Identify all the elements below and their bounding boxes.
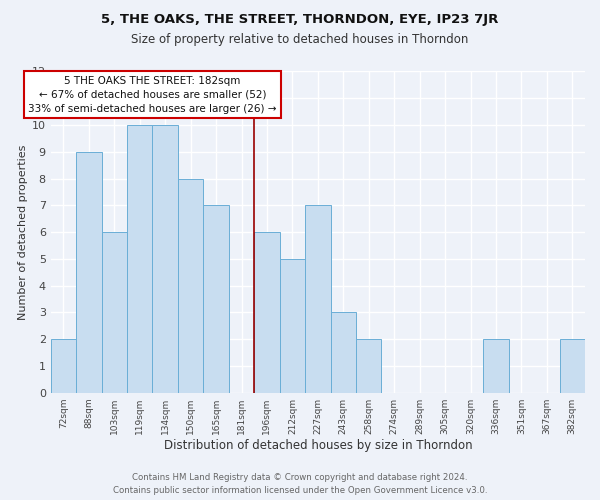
Text: Contains HM Land Registry data © Crown copyright and database right 2024.
Contai: Contains HM Land Registry data © Crown c… bbox=[113, 474, 487, 495]
Bar bbox=[356, 339, 382, 392]
Bar bbox=[152, 125, 178, 392]
Bar bbox=[203, 206, 229, 392]
Y-axis label: Number of detached properties: Number of detached properties bbox=[17, 144, 28, 320]
Text: 5 THE OAKS THE STREET: 182sqm
← 67% of detached houses are smaller (52)
33% of s: 5 THE OAKS THE STREET: 182sqm ← 67% of d… bbox=[28, 76, 277, 114]
Text: 5, THE OAKS, THE STREET, THORNDON, EYE, IP23 7JR: 5, THE OAKS, THE STREET, THORNDON, EYE, … bbox=[101, 12, 499, 26]
X-axis label: Distribution of detached houses by size in Thorndon: Distribution of detached houses by size … bbox=[164, 440, 472, 452]
Bar bbox=[50, 339, 76, 392]
Bar bbox=[305, 206, 331, 392]
Bar bbox=[560, 339, 585, 392]
Bar bbox=[331, 312, 356, 392]
Bar bbox=[127, 125, 152, 392]
Bar bbox=[101, 232, 127, 392]
Bar bbox=[280, 259, 305, 392]
Bar bbox=[483, 339, 509, 392]
Bar bbox=[254, 232, 280, 392]
Text: Size of property relative to detached houses in Thorndon: Size of property relative to detached ho… bbox=[131, 32, 469, 46]
Bar bbox=[178, 178, 203, 392]
Bar bbox=[76, 152, 101, 392]
